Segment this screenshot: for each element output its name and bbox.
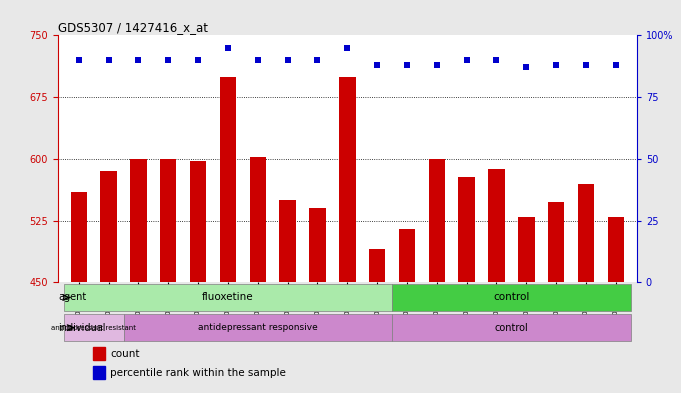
Point: [193, 57, 204, 63]
Bar: [428, 159, 445, 283]
Bar: [392, 284, 631, 311]
Point: [581, 62, 592, 68]
Bar: [93, 366, 106, 379]
Bar: [130, 159, 146, 283]
Text: control: control: [494, 323, 528, 333]
Point: [402, 62, 413, 68]
Text: antidepressant resistant: antidepressant resistant: [51, 325, 136, 331]
Point: [521, 64, 532, 71]
Bar: [548, 202, 565, 283]
Point: [312, 57, 323, 63]
Bar: [93, 347, 106, 360]
Point: [551, 62, 562, 68]
Bar: [339, 77, 355, 283]
Text: fluoxetine: fluoxetine: [202, 292, 254, 303]
Bar: [458, 177, 475, 283]
Text: control: control: [493, 292, 530, 303]
Text: antidepressant responsive: antidepressant responsive: [198, 323, 317, 332]
Bar: [399, 229, 415, 283]
Bar: [160, 159, 176, 283]
Point: [461, 57, 472, 63]
Bar: [64, 284, 392, 311]
Point: [282, 57, 293, 63]
Text: agent: agent: [59, 292, 86, 303]
Bar: [100, 171, 117, 283]
Point: [103, 57, 114, 63]
Bar: [190, 160, 206, 283]
Point: [372, 62, 383, 68]
Bar: [392, 314, 631, 341]
Bar: [220, 77, 236, 283]
Bar: [64, 314, 123, 341]
Bar: [518, 217, 535, 283]
Point: [342, 44, 353, 51]
Point: [253, 57, 264, 63]
Point: [491, 57, 502, 63]
Text: count: count: [110, 349, 140, 358]
Text: individual: individual: [59, 323, 106, 333]
Point: [74, 57, 84, 63]
Text: GDS5307 / 1427416_x_at: GDS5307 / 1427416_x_at: [58, 21, 208, 34]
Point: [431, 62, 442, 68]
Text: percentile rank within the sample: percentile rank within the sample: [110, 368, 286, 378]
Bar: [607, 217, 624, 283]
Bar: [279, 200, 296, 283]
Bar: [309, 208, 326, 283]
Bar: [250, 157, 266, 283]
Point: [610, 62, 621, 68]
Point: [223, 44, 234, 51]
Point: [163, 57, 174, 63]
Bar: [577, 184, 595, 283]
Point: [133, 57, 144, 63]
Bar: [123, 314, 392, 341]
Bar: [369, 250, 385, 283]
Bar: [71, 192, 87, 283]
Bar: [488, 169, 505, 283]
